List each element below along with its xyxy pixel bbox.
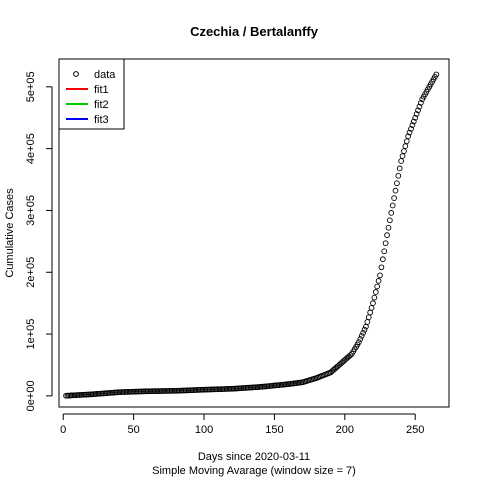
data-point xyxy=(391,195,397,201)
x-tick-label: 250 xyxy=(406,424,424,436)
data-point xyxy=(357,336,364,342)
y-tick-label: 1e+05 xyxy=(25,319,37,350)
data-point xyxy=(385,224,392,231)
x-tick-label: 50 xyxy=(127,424,139,436)
data-point xyxy=(371,294,378,301)
data-point xyxy=(381,248,388,255)
x-tick-label: 0 xyxy=(60,424,66,436)
data-point xyxy=(358,333,365,339)
data-point xyxy=(394,180,400,187)
data-point xyxy=(410,118,417,125)
data-point xyxy=(395,172,402,179)
data-point xyxy=(378,264,385,271)
data-point xyxy=(374,283,381,290)
y-tick-label: 0e+00 xyxy=(25,380,37,411)
data-point xyxy=(387,217,393,224)
x-tick-label: 200 xyxy=(336,424,354,436)
data-point xyxy=(370,300,376,307)
data-point xyxy=(399,153,406,159)
legend-data-marker xyxy=(73,71,79,77)
data-point xyxy=(392,187,399,194)
data-point xyxy=(372,289,379,295)
chart-subtitle: Simple Moving Avarage (window size = 7) xyxy=(152,465,356,477)
data-point xyxy=(347,352,354,358)
x-axis-label: Days since 2020-03-11 xyxy=(198,451,310,463)
legend-data-label: data xyxy=(94,69,116,81)
data-point xyxy=(384,232,390,239)
data-point xyxy=(379,256,386,263)
data-point xyxy=(382,240,389,247)
y-tick-label: 5e+05 xyxy=(25,71,37,102)
data-point xyxy=(396,165,403,172)
y-tick-label: 2e+05 xyxy=(25,257,37,288)
data-point xyxy=(402,143,409,150)
data-point xyxy=(412,114,419,121)
y-tick-label: 3e+05 xyxy=(25,195,37,226)
legend-fit1-label: fit1 xyxy=(94,84,109,96)
data-point xyxy=(377,272,383,279)
data-point xyxy=(361,326,368,333)
data-point xyxy=(398,158,404,164)
data-point xyxy=(416,103,423,110)
x-tick-label: 100 xyxy=(195,424,213,436)
chart-title: Czechia / Bertalanffy xyxy=(190,24,319,39)
x-tick-label: 150 xyxy=(265,424,283,436)
data-point xyxy=(408,126,414,132)
data-point xyxy=(356,339,362,345)
plot-frame xyxy=(58,58,450,408)
data-point xyxy=(401,148,407,154)
data-point xyxy=(389,202,396,209)
legend-fit2-label: fit2 xyxy=(94,99,109,111)
y-axis: 0e+00 1e+05 2e+05 3e+05 4e+05 5e+05 xyxy=(25,71,53,411)
y-axis-label: Cumulative Cases xyxy=(4,188,16,278)
data-point xyxy=(388,210,395,216)
data-point xyxy=(433,71,440,78)
data-point xyxy=(409,122,416,128)
data-point xyxy=(413,111,420,117)
data-points xyxy=(63,71,440,399)
legend: data fit1 fit2 fit3 xyxy=(58,58,125,130)
y-tick-label: 4e+05 xyxy=(25,133,37,164)
data-point xyxy=(375,278,382,284)
legend-box xyxy=(58,58,125,130)
data-point xyxy=(360,329,366,336)
data-point xyxy=(406,129,413,136)
data-point xyxy=(403,138,410,145)
data-point xyxy=(405,133,412,140)
legend-fit3-label: fit3 xyxy=(94,114,109,126)
data-point xyxy=(417,100,424,106)
x-axis: 0 50 100 150 200 250 xyxy=(60,413,424,436)
data-point xyxy=(415,107,421,114)
